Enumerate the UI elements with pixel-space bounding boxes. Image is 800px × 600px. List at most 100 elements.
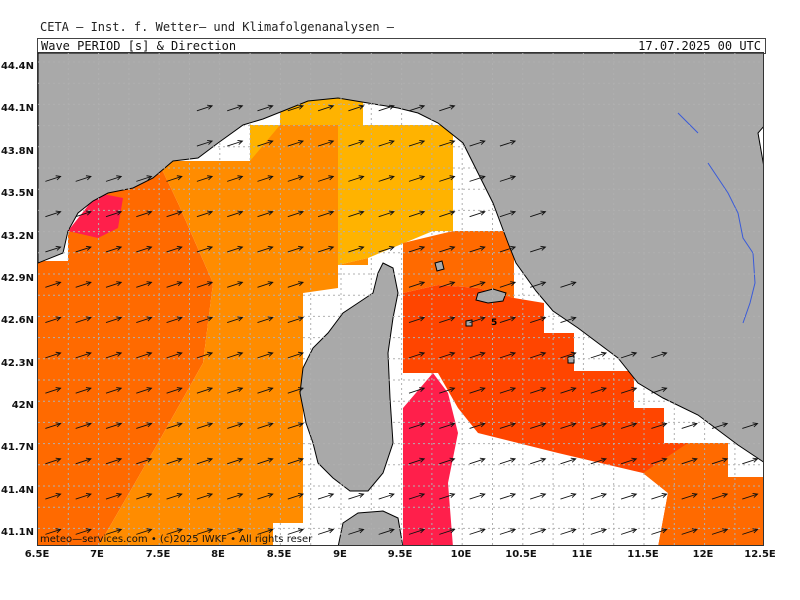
lat-label-42: 42N [11,400,34,411]
wave-arrow [620,387,638,394]
wave-arrow [651,528,668,535]
wave-arrow [257,245,274,253]
wave-arrow [620,528,638,535]
wave-arrow [227,140,244,147]
wave-arrow [136,387,153,394]
wave-arrow [287,281,304,288]
wave-arrow [166,422,183,429]
wave-arrow [227,104,244,112]
wave-arrow [45,457,62,465]
wave-arrow [469,457,486,465]
wave-arrow [560,528,577,535]
wave-arrow [439,457,456,465]
wave-arrow [439,175,456,182]
wave-arrow [45,281,62,288]
wave-arrow [499,493,517,500]
wave-arrow [499,210,517,218]
wave-arrow [75,245,92,253]
map-canvas: 5 [38,53,763,545]
wave-arrow [590,422,607,429]
wave-arrow [105,245,123,253]
land-giglio [567,355,575,364]
wave-arrow [136,457,153,465]
land-sardinia [337,510,404,545]
wave-arrow [75,281,92,288]
wave-arrow [136,493,153,500]
wave-arrow [530,387,547,394]
wave-arrow [469,422,486,429]
wave-arrow [105,316,123,324]
region-low-west [38,161,213,545]
wave-arrow [136,422,153,429]
lat-label-41-4: 41.4N [0,485,34,496]
lat-label-43-2: 43.2N [0,231,34,242]
wave-arrow [317,493,335,500]
lat-label-44-1: 44.1N [0,103,34,114]
wave-arrow [287,245,304,253]
lat-label-41-1: 41.1N [0,527,34,538]
wave-arrow [439,140,456,147]
wave-arrow [651,422,668,429]
wave-arrow [317,210,335,218]
wave-arrow [75,528,92,535]
wave-arrow [348,493,365,500]
wave-arrow [227,387,244,394]
wave-arrow [499,245,517,253]
wave-arrow [196,316,214,324]
wave-arrow [75,210,92,218]
lon-label-8-5: 8.5E [266,549,292,560]
wave-arrow [378,493,395,500]
wave-period-map: 5 [37,52,764,546]
wave-arrow [257,281,274,288]
wave-arrow [166,245,183,253]
wave-arrow [742,528,759,535]
wave-arrow [499,351,517,359]
wave-arrow [681,422,698,429]
wave-arrow [257,210,274,218]
wave-arrow [105,210,123,218]
wave-arrow [257,140,274,147]
region-high-north [250,89,453,265]
wave-arrow [45,210,62,218]
wave-arrow [499,316,517,324]
wave-arrow [257,387,274,394]
wave-arrow [439,245,456,253]
wave-arrow [469,387,486,394]
wave-arrow [287,104,304,112]
wave-arrow [469,493,486,500]
wave-arrow [45,387,62,394]
wave-arrow [196,422,214,429]
lon-label-9-5: 9.5E [387,549,413,560]
wave-arrow [530,281,547,288]
region-east-lower [643,443,763,545]
wave-arrow [257,528,274,535]
wave-arrow [439,316,456,324]
wave-arrow [378,528,395,535]
wave-arrow [196,351,214,359]
contour-label: 5 [491,318,497,328]
variable-label: Wave_PERIOD [s] & Direction [41,39,237,53]
wave-arrow [136,175,153,182]
wave-arrow [287,175,304,182]
wave-arrow [439,104,456,112]
wave-arrow [499,422,517,429]
wave-arrow [105,387,123,394]
wave-arrow [136,281,153,288]
wave-arrow [469,528,486,535]
wave-arrow [45,316,62,324]
region-east-upper [403,231,514,298]
wave-arrow [257,422,274,429]
wave-arrow [651,387,668,394]
wave-arrow [348,210,365,218]
wave-arrow [196,210,214,218]
wave-arrow [469,351,486,359]
wave-arrow [348,104,365,112]
lon-label-11-5: 11.5E [627,549,659,560]
wave-arrow [620,457,638,465]
wave-arrow [75,316,92,324]
wave-arrow [348,245,365,253]
wave-arrow [408,351,426,359]
wave-arrow [681,493,698,500]
wave-arrow [227,493,244,500]
wave-arrow [287,210,304,218]
